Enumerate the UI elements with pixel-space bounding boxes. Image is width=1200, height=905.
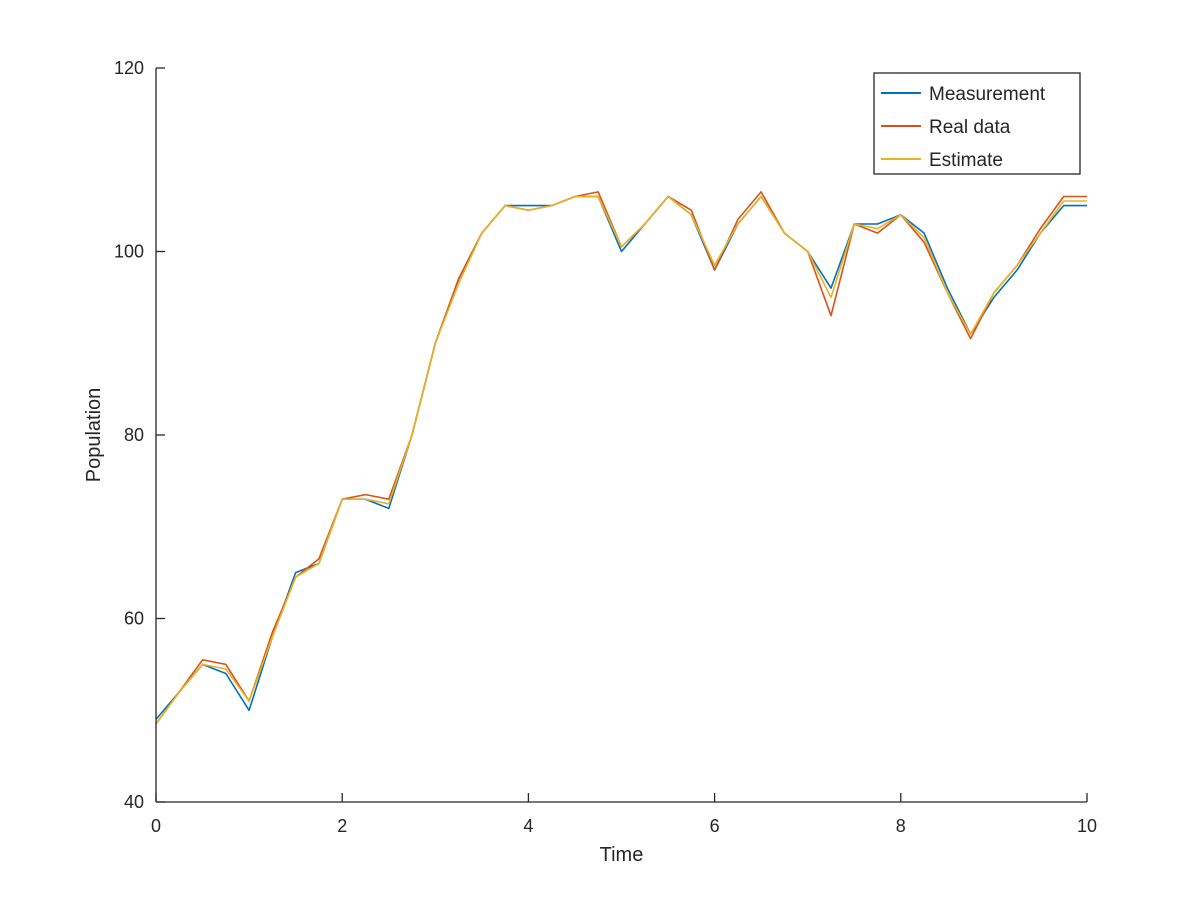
x-tick-label: 8 [896,816,906,836]
y-tick-label: 120 [114,58,144,78]
x-tick-label: 4 [523,816,533,836]
legend-box [873,72,1081,175]
x-axis-label: Time [600,844,644,866]
y-tick-label: 60 [124,609,144,629]
x-tick-label: 6 [710,816,720,836]
legend: Measurement Real data Estimate [873,72,1081,175]
series-layer [155,191,1087,725]
tick-layer: 0 2 4 6 8 10 40 60 80 100 120 [114,58,1097,836]
y-tick-label: 100 [114,242,144,262]
series-line-measurement [155,195,1087,720]
legend-label: Real data [929,117,1011,138]
y-axis-label: Population [83,388,105,483]
y-tick-label: 80 [124,425,144,445]
series-line-estimate [155,195,1087,725]
x-tick-label: 0 [151,816,161,836]
legend-label: Measurement [929,84,1046,105]
x-tick-label: 2 [337,816,347,836]
x-tick-label: 10 [1077,816,1097,836]
y-tick-label: 40 [124,792,144,812]
legend-label: Estimate [929,150,1003,171]
plot-area [156,68,1087,802]
